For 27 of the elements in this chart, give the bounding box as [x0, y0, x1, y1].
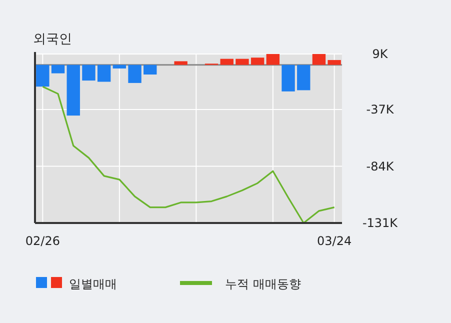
chart-title: 외국인 [33, 32, 72, 47]
y-tick-label: 9K [372, 47, 389, 61]
bar [128, 64, 142, 83]
bar [144, 64, 157, 75]
bar [82, 64, 96, 81]
legend-label: 누적 매매동향 [225, 277, 301, 291]
bar [51, 64, 65, 74]
bar [312, 54, 326, 65]
bar [220, 58, 234, 65]
y-tick-label: -37K [366, 102, 395, 117]
x-tick-label: 03/24 [317, 234, 352, 248]
bar [236, 58, 249, 65]
legend-label: 일별매매 [69, 277, 117, 291]
bar [174, 61, 188, 65]
bar [36, 64, 50, 87]
bar [97, 64, 111, 82]
y-tick-label: -131K [362, 216, 399, 230]
bar [250, 58, 264, 65]
bar [112, 64, 126, 68]
x-tick-label: 02/26 [25, 234, 60, 248]
bar [282, 64, 295, 92]
bar [328, 60, 341, 65]
y-tick-label: -84K [366, 159, 395, 174]
bar [266, 54, 280, 65]
line-series [42, 86, 336, 224]
bar [297, 64, 310, 90]
bar [66, 64, 80, 116]
